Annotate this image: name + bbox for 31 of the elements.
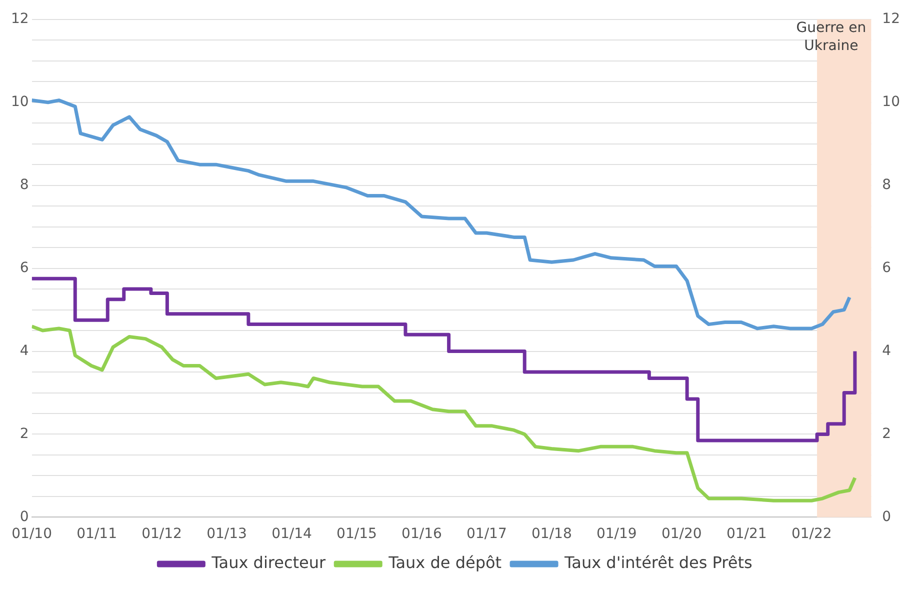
x-tick-label: 01/22 — [791, 526, 832, 542]
legend-label: Taux directeur — [210, 553, 326, 572]
x-tick-label: 01/12 — [142, 526, 182, 542]
x-tick-label: 01/14 — [272, 526, 312, 542]
y2-tick-label: 10 — [882, 94, 900, 110]
x-tick-label: 01/10 — [12, 526, 52, 542]
y2-tick-label: 6 — [882, 260, 892, 276]
x-tick-label: 01/11 — [76, 526, 117, 542]
x-tick-label: 01/20 — [661, 526, 702, 542]
legend-label: Taux d'intérêt des Prêts — [564, 553, 752, 572]
y2-tick-label: 8 — [882, 176, 892, 193]
y2-tick-label: 2 — [882, 426, 892, 442]
y-tick-label: 0 — [20, 508, 29, 525]
x-tick-label: 01/19 — [596, 526, 637, 542]
y-tick-label: 10 — [10, 94, 29, 110]
x-tick-label: 01/16 — [402, 526, 442, 542]
legend-label: Taux de dépôt — [388, 553, 502, 572]
band-label: Guerre en Ukraine — [796, 20, 866, 54]
y-tick-label: 12 — [10, 11, 29, 28]
x-tick-label: 01/18 — [532, 526, 572, 542]
y-tick-label: 2 — [20, 426, 29, 442]
y2-tick-label: 0 — [882, 508, 892, 525]
x-tick-label: 01/15 — [336, 526, 377, 542]
x-tick-label: 01/17 — [466, 526, 507, 542]
y-tick-label: 4 — [20, 342, 29, 359]
x-tick-label: 01/21 — [726, 526, 767, 542]
y2-tick-label: 4 — [882, 342, 892, 359]
y-tick-label: 8 — [20, 176, 29, 193]
x-tick-label: 01/13 — [206, 526, 247, 542]
y-tick-label: 6 — [20, 260, 29, 276]
y2-tick-label: 12 — [882, 11, 900, 28]
